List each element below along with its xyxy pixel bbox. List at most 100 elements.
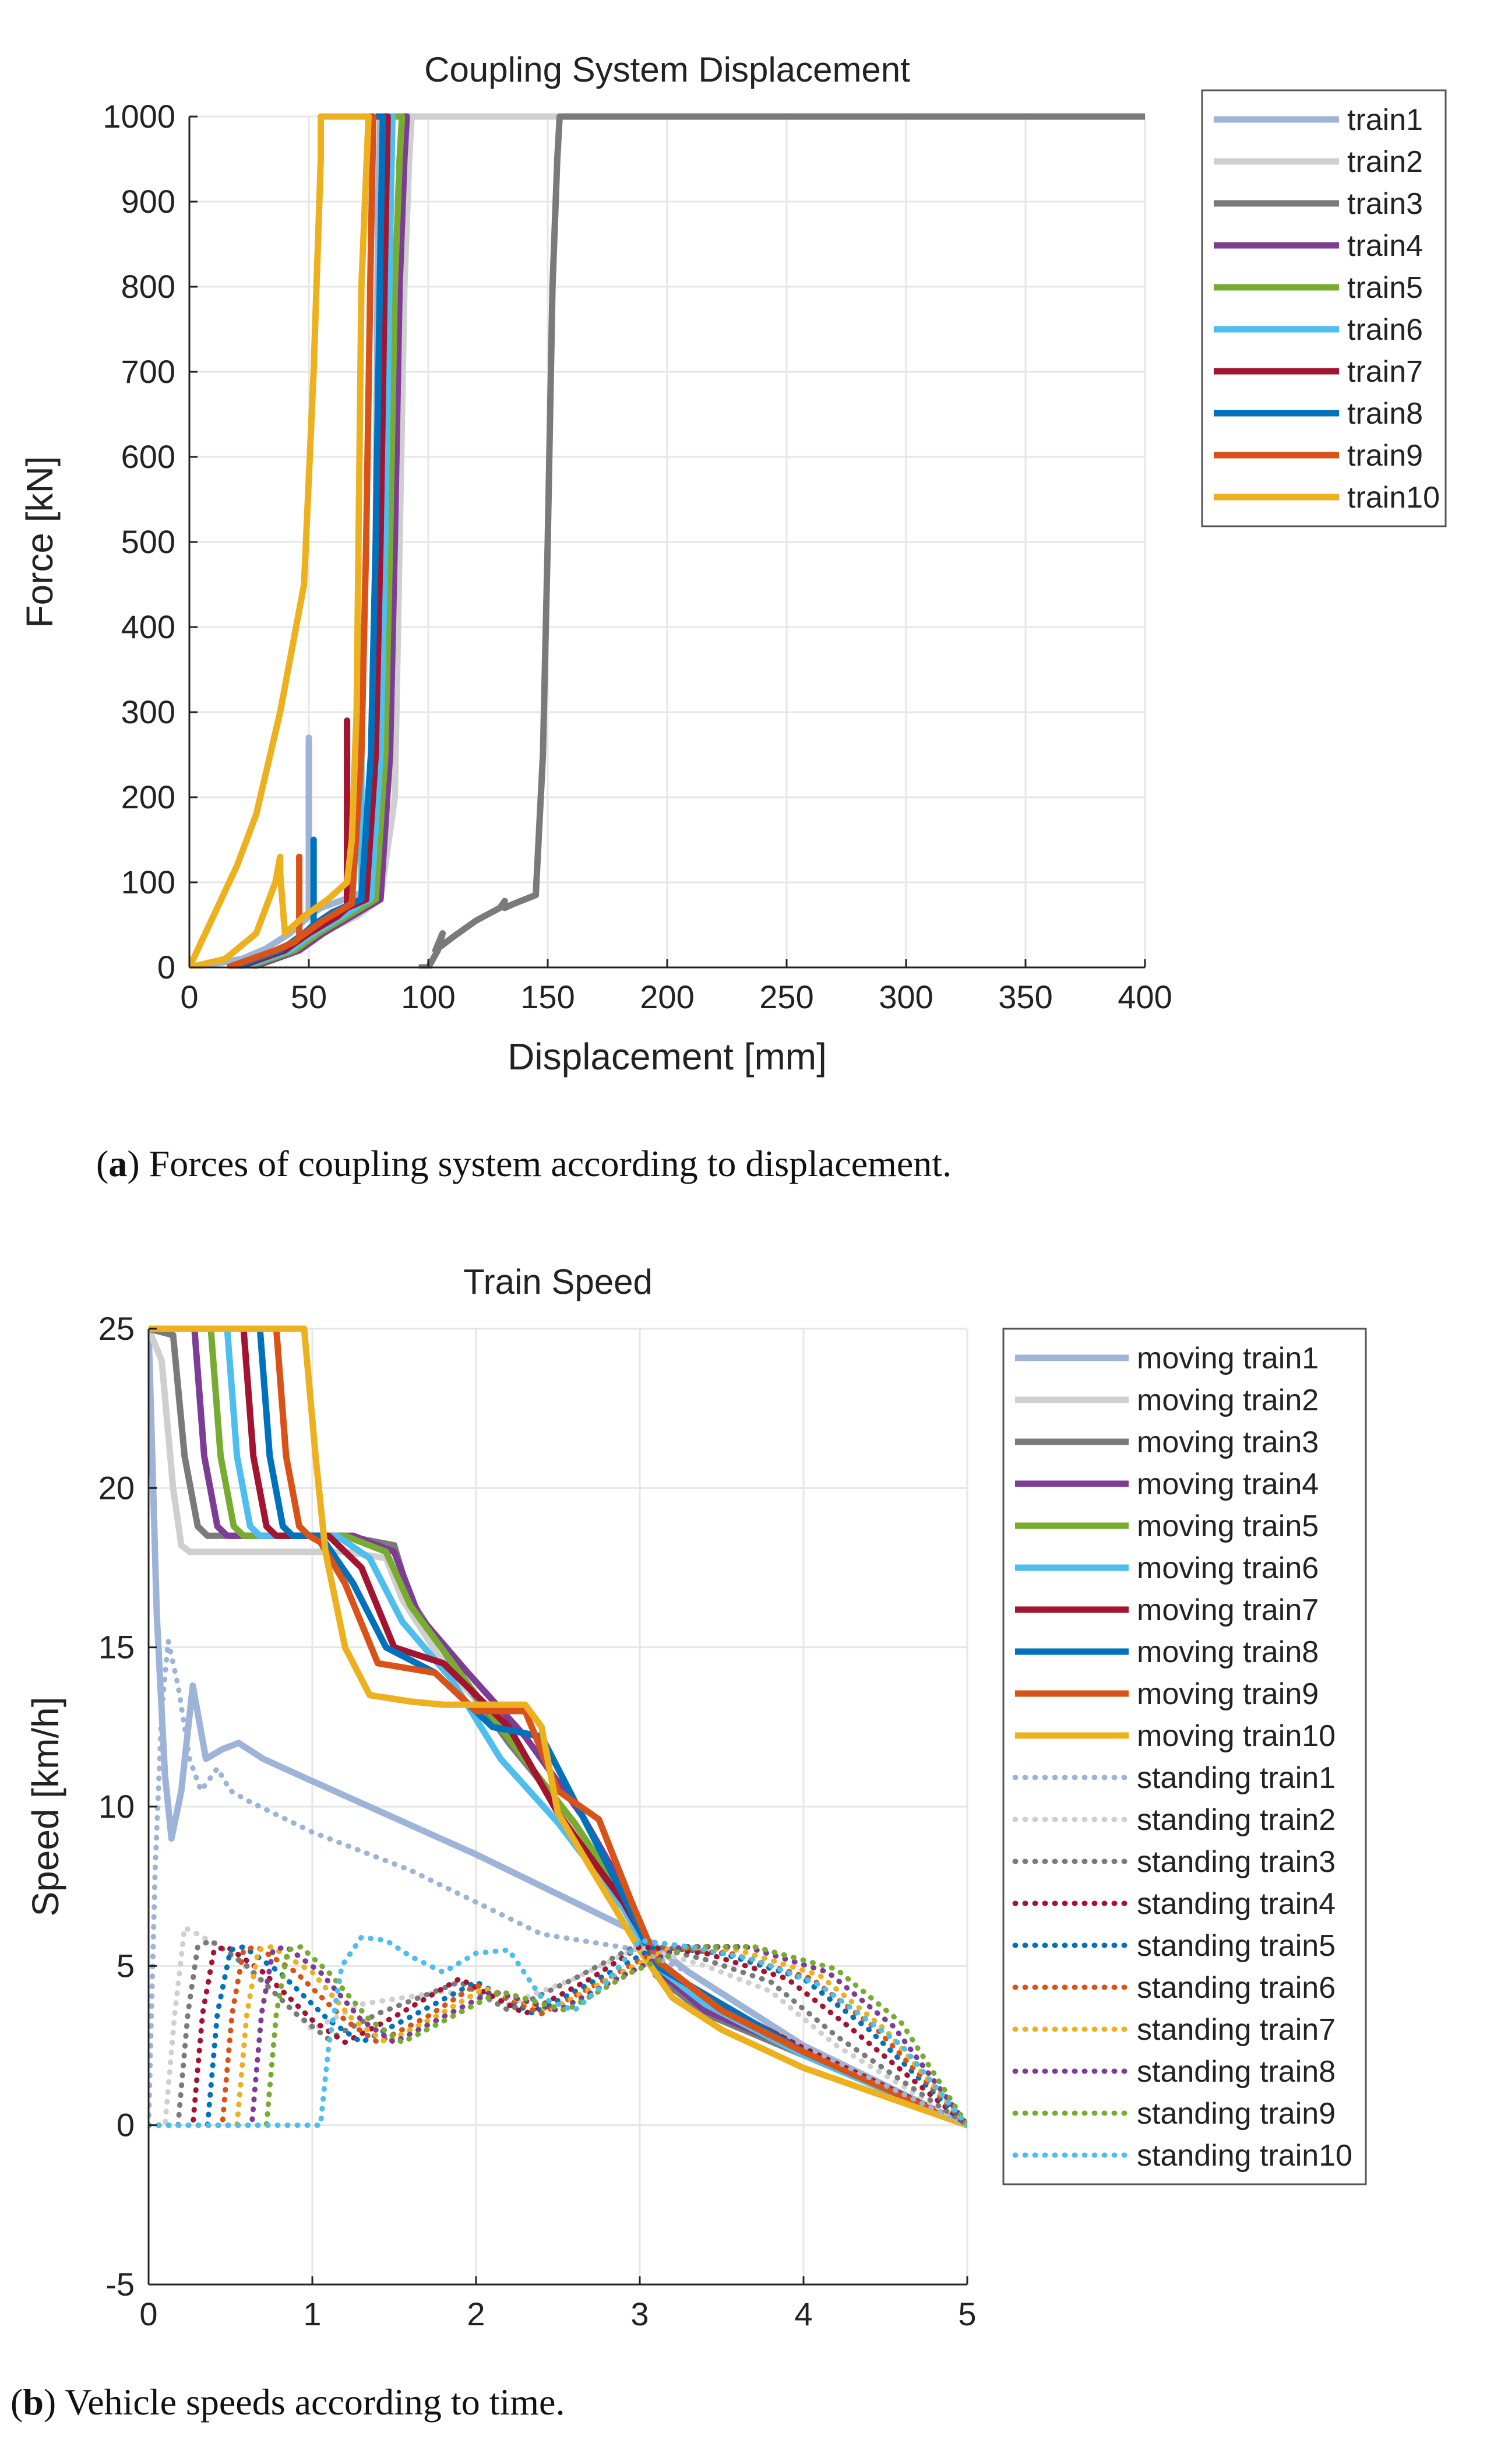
x-axis-title: Displacement [mm] (508, 1036, 827, 1078)
caption-a: (a) Forces of coupling system according … (96, 1142, 952, 1185)
x-tick-label: 150 (520, 978, 575, 1015)
series-line-train9 (226, 113, 377, 969)
legend-label: standing train8 (1137, 2055, 1336, 2089)
x-axis-title: Time [s] (492, 2353, 623, 2354)
legend-label: moving train8 (1137, 1635, 1319, 1669)
x-tick-label: 0 (180, 978, 198, 1015)
y-tick-label: 0 (117, 2107, 135, 2143)
legend-label: moving train6 (1137, 1551, 1319, 1585)
caption-a-open: ( (96, 1143, 109, 1184)
y-tick-label: 25 (98, 1310, 135, 1347)
legend-label: moving train3 (1137, 1425, 1319, 1459)
legend-label: standing train5 (1137, 1929, 1336, 1963)
y-tick-label: 15 (98, 1629, 135, 1666)
y-tick-label: 10 (98, 1788, 135, 1825)
y-tick-label: 600 (121, 438, 175, 475)
x-tick-label: 200 (640, 978, 694, 1015)
coupling-displacement-chart: 0 50 100 150 200 250 300 350 400 0 100 200 300 400 500… (19, 50, 1447, 1078)
caption-b-open: ( (10, 2381, 23, 2423)
series-line-standing-train1 (149, 1638, 967, 2128)
y-tick-label: 100 (121, 864, 175, 900)
x-tick-label: 5 (958, 2296, 976, 2332)
y-tick-label: 900 (121, 183, 175, 220)
legend-label: moving train1 (1137, 1342, 1319, 1375)
series-line-moving-train9 (149, 1325, 967, 2128)
y-tick-label: 20 (98, 1469, 135, 1506)
legend-label: moving train9 (1137, 1677, 1319, 1711)
caption-b-letter: b (23, 2381, 44, 2423)
caption-b: (b) Vehicle speeds according to time. (10, 2381, 565, 2424)
series-line-train3 (418, 113, 1145, 969)
x-tick-label: 50 (291, 978, 327, 1015)
legend-label: standing train9 (1137, 2097, 1336, 2131)
caption-b-text: ) Vehicle speeds according to time. (43, 2381, 565, 2423)
legend-label: moving train5 (1137, 1509, 1319, 1543)
legend-label: train2 (1347, 145, 1423, 179)
x-tick-label: 350 (998, 978, 1052, 1015)
y-axis-title: Force [kN] (19, 456, 61, 628)
legend-label: moving train7 (1137, 1593, 1319, 1627)
y-tick-label: 300 (121, 694, 175, 730)
series-line-standing-train10 (149, 1934, 967, 2128)
series-line-standing-train6 (149, 1944, 967, 2128)
y-tick-label: 700 (121, 353, 175, 390)
legend-label: train5 (1347, 271, 1423, 305)
y-axis-title: Speed [km/h] (24, 1696, 66, 1916)
chart-title: Coupling System Displacement (424, 50, 910, 89)
x-tick-label: 400 (1118, 978, 1172, 1015)
x-tick-label: 300 (879, 978, 933, 1015)
y-tick-label: -5 (105, 2266, 135, 2303)
x-tick-label: 4 (794, 2296, 812, 2332)
legend-label: train10 (1347, 481, 1440, 515)
figure-a: 0 50 100 150 200 250 300 350 400 0 100 200 300 400 500… (0, 0, 1501, 1107)
x-tick-label: 250 (759, 978, 813, 1015)
legend-label: moving train10 (1137, 1719, 1336, 1753)
legend-label: standing train6 (1137, 1971, 1336, 2005)
x-tick-label: 100 (401, 978, 455, 1015)
legend-label: standing train3 (1137, 1845, 1336, 1879)
legend-label: moving train2 (1137, 1384, 1319, 1417)
y-tick-label: 200 (121, 779, 175, 815)
legend-label: standing train4 (1137, 1887, 1336, 1921)
legend-label: train1 (1347, 103, 1423, 137)
series-line-standing-train3 (149, 1938, 967, 2128)
y-tick-label: 800 (121, 268, 175, 305)
y-tick-label: 500 (121, 523, 175, 560)
y-tick-label: 0 (157, 949, 175, 985)
x-tick-label: 3 (630, 2296, 649, 2332)
series-line-standing-train9 (149, 1944, 967, 2128)
y-tick-label: 1000 (103, 98, 175, 135)
caption-a-letter: a (108, 1143, 128, 1184)
y-tick-label: 400 (121, 608, 175, 645)
legend-label: standing train2 (1137, 1803, 1336, 1837)
legend-label: train9 (1347, 439, 1423, 473)
legend-label: moving train4 (1137, 1467, 1319, 1501)
series-line-train10 (189, 113, 372, 969)
series-group (189, 113, 1145, 969)
chart-title: Train Speed (463, 1262, 653, 1301)
legend-label: train6 (1347, 313, 1423, 347)
series-line-standing-train8 (149, 1944, 967, 2128)
series-line-standing-train5 (149, 1944, 967, 2128)
series-group (149, 1325, 967, 2128)
legend-label: train8 (1347, 397, 1423, 431)
series-line-standing-train7 (149, 1944, 967, 2128)
series-line-moving-train4 (149, 1325, 967, 2128)
legend-label: train4 (1347, 229, 1423, 263)
legend-label: train7 (1347, 355, 1423, 389)
y-tick-label: 5 (117, 1947, 135, 1984)
series-line-standing-train2 (149, 1925, 967, 2128)
legend-box (1002, 1328, 1367, 2185)
series-line-standing-train4 (149, 1944, 967, 2128)
x-tick-label: 0 (139, 2296, 157, 2332)
legend-label: standing train1 (1137, 1761, 1336, 1795)
series-line-moving-train6 (149, 1325, 967, 2128)
x-tick-label: 2 (467, 2296, 485, 2332)
series-line-moving-train10 (149, 1325, 967, 2128)
x-tick-label: 1 (303, 2296, 321, 2332)
caption-a-text: ) Forces of coupling system according to… (127, 1143, 952, 1184)
legend-label: standing train10 (1137, 2139, 1352, 2173)
legend-label: standing train7 (1137, 2013, 1336, 2047)
